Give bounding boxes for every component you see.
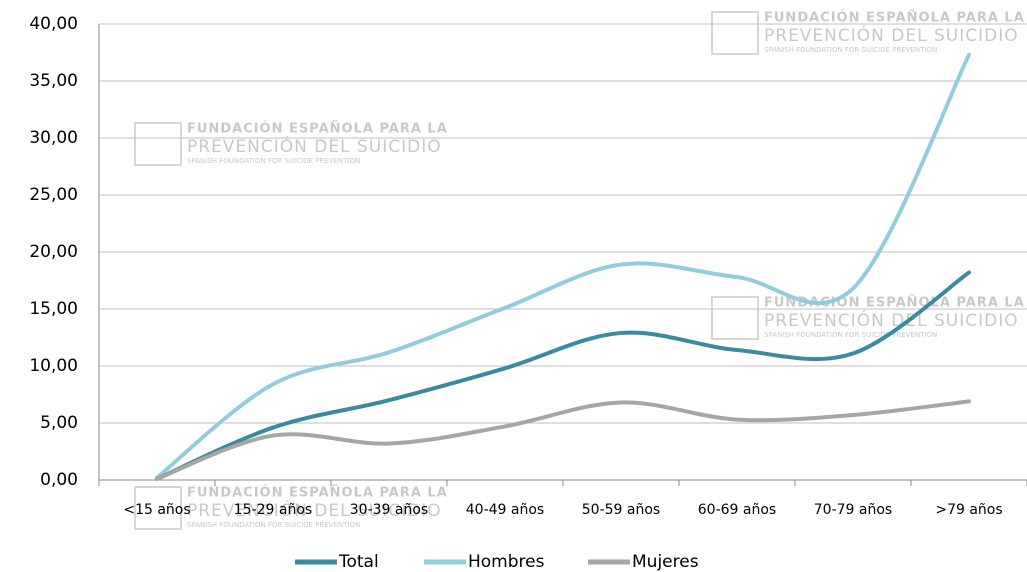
legend-label: Total (338, 552, 379, 572)
x-tick-label: <15 años (123, 502, 190, 518)
y-tick-label: 40,00 (29, 14, 78, 34)
watermark: FUNDACIÓN ESPAÑOLA PARA LA (187, 485, 448, 501)
watermark-box (134, 122, 182, 166)
watermark: SPANISH FOUNDATION FOR SUICIDE PREVENTIO… (764, 46, 937, 54)
watermark-box (711, 11, 759, 55)
x-tick-label: >79 años (935, 502, 1002, 518)
y-tick-label: 20,00 (29, 242, 78, 262)
legend-label: Hombres (468, 552, 545, 572)
watermark: SPANISH FOUNDATION FOR SUICIDE PREVENTIO… (187, 521, 360, 529)
x-tick-label: 70-79 años (814, 502, 892, 518)
y-tick-label: 5,00 (40, 413, 78, 433)
y-tick-label: 10,00 (29, 356, 78, 376)
line-series (155, 270, 971, 481)
y-tick-label: 0,00 (40, 470, 78, 490)
x-tick-label: 50-59 años (582, 502, 660, 518)
x-tick-label: 40-49 años (466, 502, 544, 518)
watermark: FUNDACIÓN ESPAÑOLA PARA LA (764, 10, 1025, 26)
x-tick-label: 30-39 años (350, 502, 428, 518)
legend-label: Mujeres (632, 552, 699, 572)
watermark-box (711, 296, 759, 340)
watermark: PREVENCIÓN DEL SUICIDIO (764, 309, 1019, 331)
line-series (155, 399, 971, 481)
x-tick-label: 60-69 años (698, 502, 776, 518)
watermark: SPANISH FOUNDATION FOR SUICIDE PREVENTIO… (764, 331, 937, 339)
y-tick-label: 30,00 (29, 128, 78, 148)
y-tick-label: 15,00 (29, 299, 78, 319)
watermark: FUNDACIÓN ESPAÑOLA PARA LA (187, 121, 448, 137)
line-series (155, 52, 971, 480)
watermark: PREVENCIÓN DEL SUICIDIO (187, 499, 442, 521)
x-tick-label: 15-29 años (234, 502, 312, 518)
watermark: FUNDACIÓN ESPAÑOLA PARA LA (764, 295, 1025, 311)
watermark-box (134, 486, 182, 530)
y-tick-label: 25,00 (29, 185, 78, 205)
watermark: PREVENCIÓN DEL SUICIDIO (764, 24, 1019, 46)
watermark: PREVENCIÓN DEL SUICIDIO (187, 135, 442, 157)
watermark: SPANISH FOUNDATION FOR SUICIDE PREVENTIO… (187, 157, 360, 165)
y-tick-label: 35,00 (29, 71, 78, 91)
